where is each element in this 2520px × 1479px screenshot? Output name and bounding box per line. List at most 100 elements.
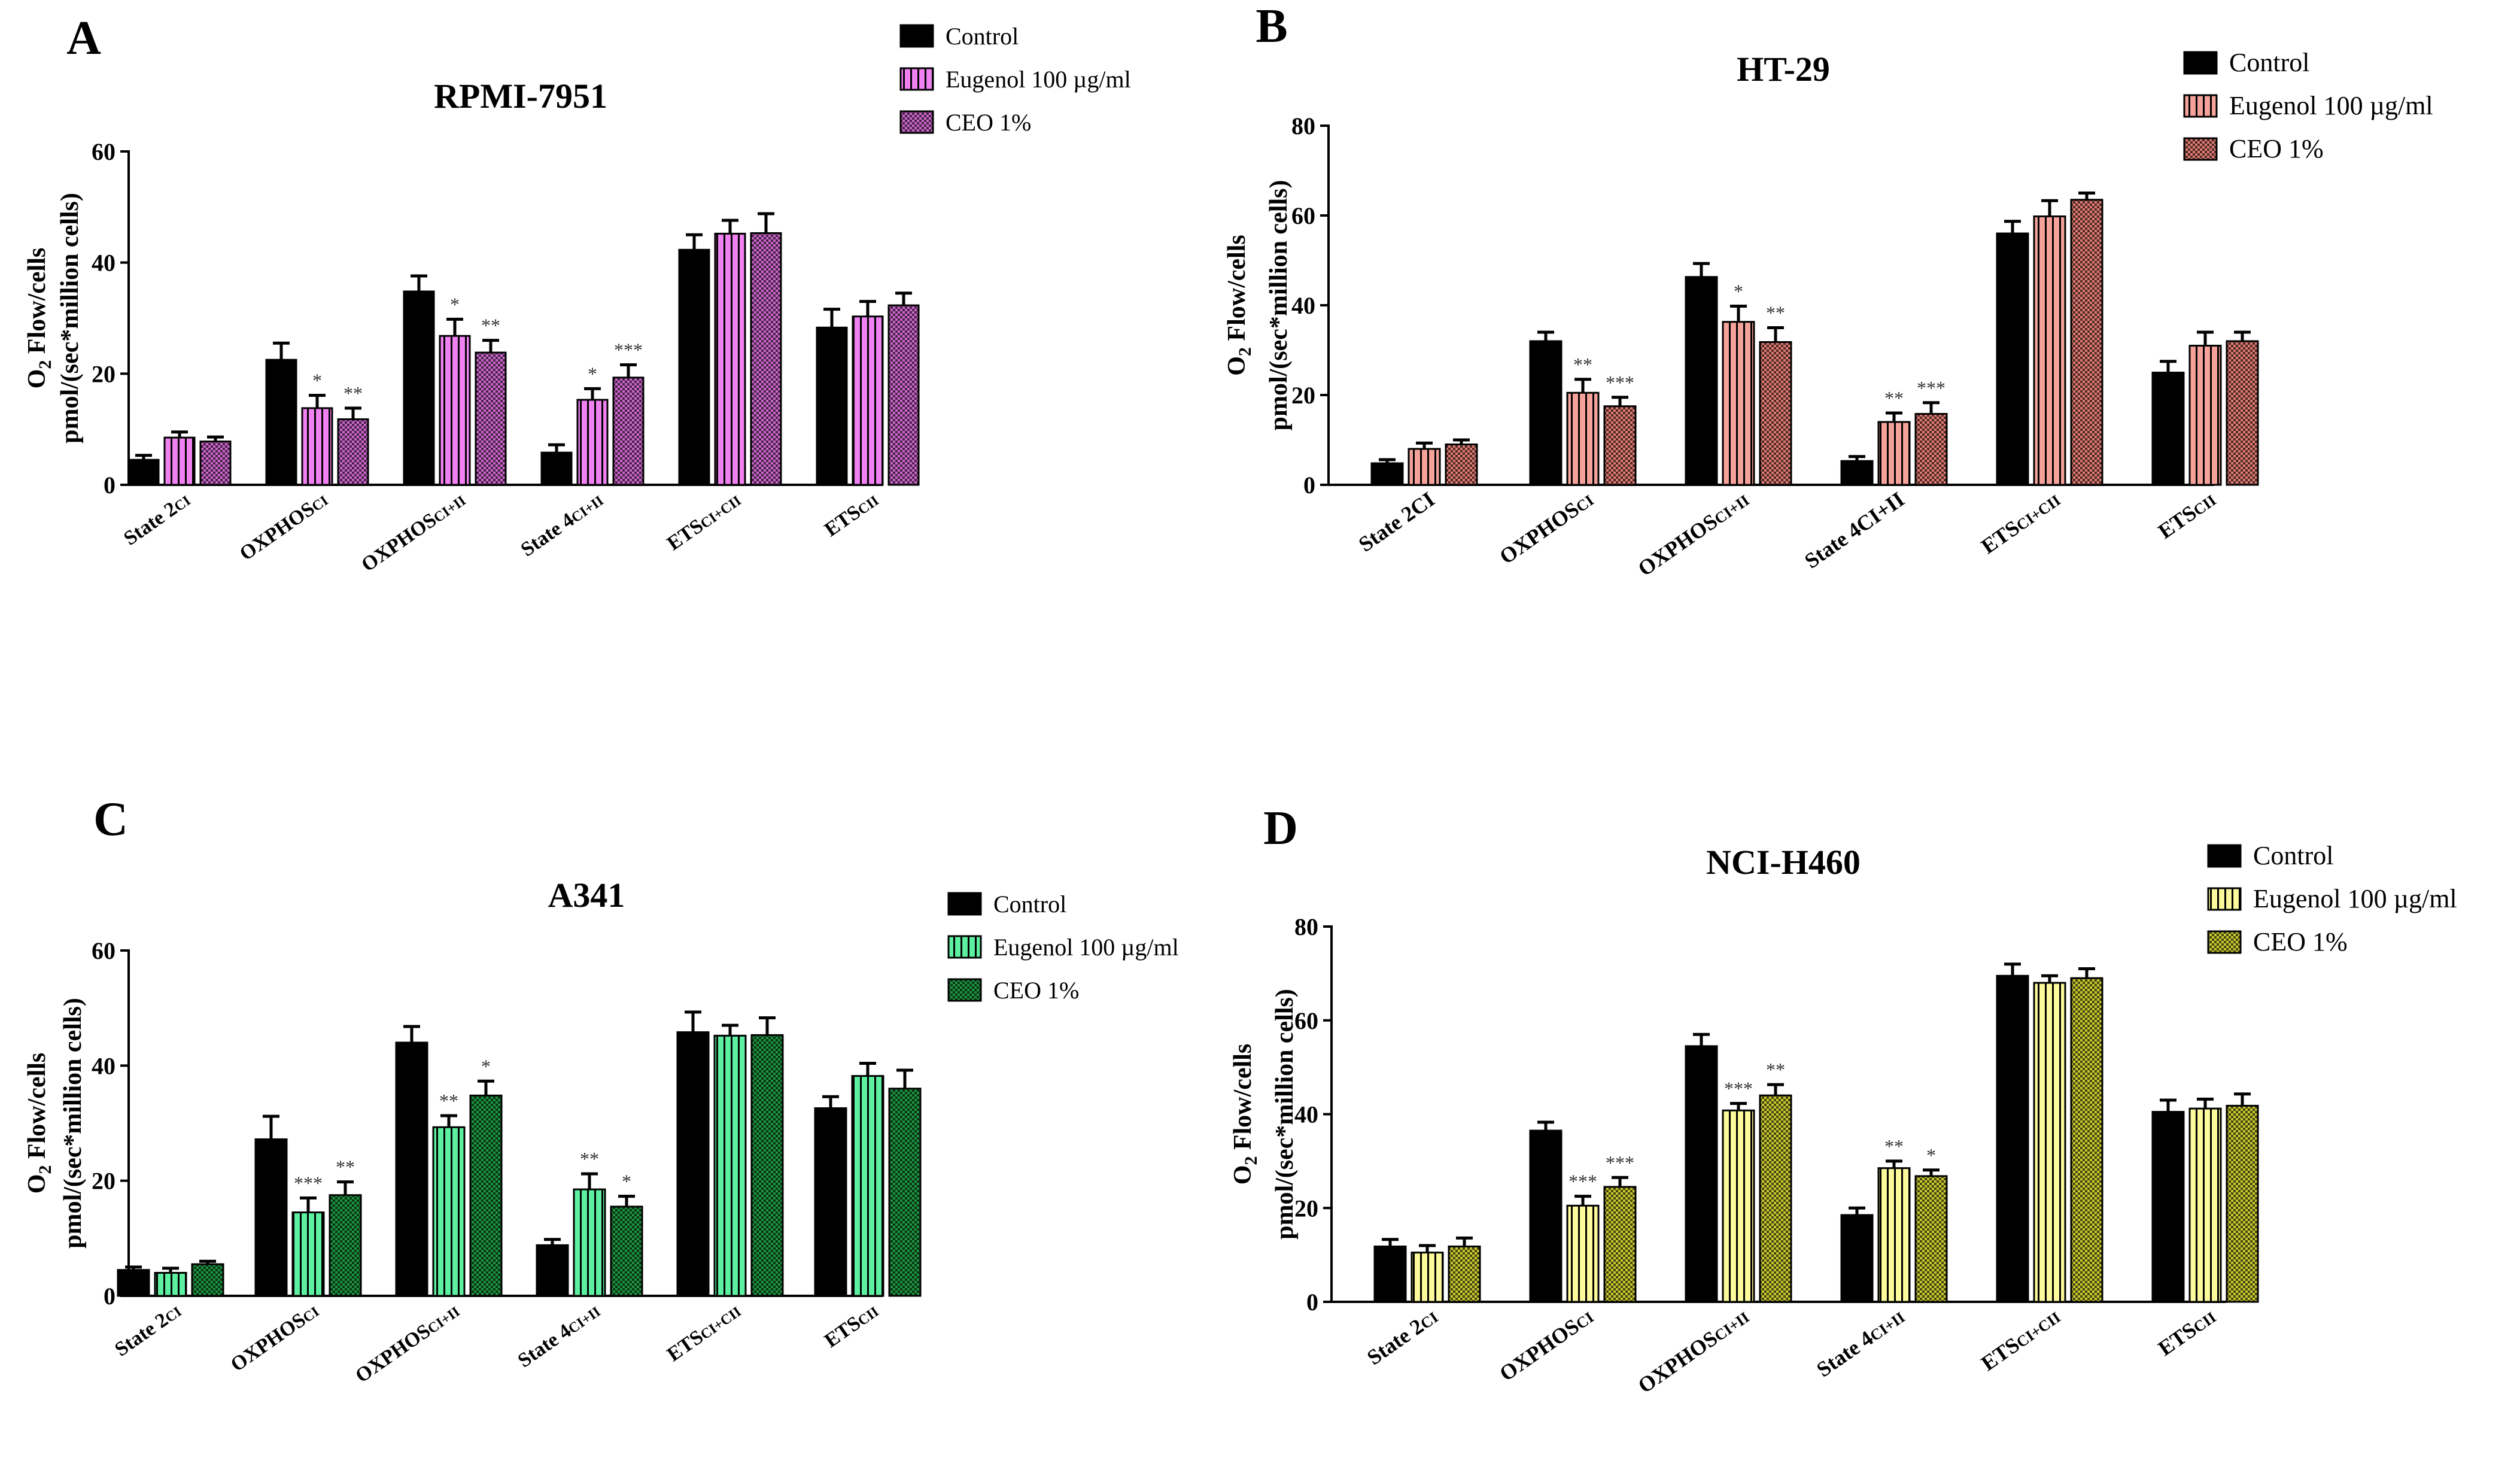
bar-ceo [469, 1094, 503, 1297]
x-tick-label-sub: CI+II [1867, 1308, 1908, 1344]
y-tick-label: 40 [1291, 292, 1315, 319]
bar-eugenol [2188, 1107, 2222, 1303]
bar-eugenol [154, 1272, 187, 1297]
bar-ceo [887, 304, 920, 486]
bar-control [1996, 232, 2029, 486]
panel-letter: A [66, 12, 101, 65]
x-tick-label: State 2CI [111, 1299, 185, 1360]
bar-eugenol [2033, 982, 2066, 1303]
significance-mark: ** [1884, 1135, 1904, 1157]
significance-mark: *** [1568, 1171, 1597, 1192]
y-tick-label: 20 [1291, 382, 1315, 409]
x-tick-label-main: State 4 [517, 509, 578, 561]
y-axis-label-o: O [23, 1174, 51, 1194]
legend-label: Eugenol 100 µg/ml [946, 66, 1131, 93]
bar-ceo [2070, 199, 2103, 486]
bar-eugenol [851, 1075, 884, 1297]
x-tick-label: ETSCII [820, 488, 882, 541]
y-axis-label-o: O [23, 369, 51, 389]
x-tick-label-main: OXPHOS [357, 509, 440, 576]
x-tick-label-main: State 2 [111, 1309, 172, 1361]
x-tick-label-main: OXPHOS [351, 1320, 434, 1387]
x-tick-label: OXPHOSCI+II [357, 488, 469, 576]
legend-label: Control [946, 23, 1019, 50]
x-tick-label-sub: CI+II [431, 493, 469, 526]
y-axis-label-rest: Flow/cells [1223, 235, 1251, 347]
panel-letter: D [1263, 802, 1298, 855]
x-tick-label: OXPHOSCI+II [351, 1299, 463, 1387]
legend-swatch [2183, 137, 2218, 161]
bar-ceo [750, 232, 782, 486]
x-tick-label-sub: CI+II [569, 493, 606, 526]
bar-eugenol [163, 436, 196, 486]
bar-control [1529, 340, 1563, 486]
panel-b: B HT-29 Control Eugenol 100 µg/ml CEO 1% 0 20 4… [1223, 0, 2433, 581]
x-tick-label: ETSCII [2154, 487, 2220, 543]
legend-label: Eugenol 100 µg/ml [2253, 884, 2457, 913]
panel-a: A RPMI-7951 Control Eugenol 100 µg/ml CEO 1%… [23, 12, 1131, 576]
x-tick-label: OXPHOSCI+II [1634, 487, 1753, 581]
significance-mark: *** [1917, 377, 1946, 399]
subplot-title: HT-29 [1737, 50, 1830, 89]
bar-ceo [1759, 341, 1792, 486]
bar-eugenol [291, 1211, 325, 1297]
y-axis-label-line1: O2 Flow/cells [23, 248, 55, 388]
bar-control [1685, 276, 1718, 486]
bar-ceo [1445, 444, 1478, 486]
legend-label: Control [2229, 48, 2309, 77]
legend-swatch [2207, 844, 2242, 868]
bar-ceo [191, 1263, 224, 1297]
y-axis-label-o: O [1223, 356, 1251, 376]
bar-control [2151, 372, 2185, 486]
legend-label: CEO 1% [946, 109, 1031, 136]
bar-control [1529, 1129, 1563, 1303]
bar-ceo [750, 1034, 784, 1297]
x-tick-label-main: OXPHOS [1495, 1314, 1583, 1386]
significance-mark: ** [1766, 302, 1785, 324]
x-tick-label-sub: CI+CII [2013, 491, 2063, 534]
bar-control [814, 1107, 847, 1297]
y-tick-label: 80 [1291, 113, 1315, 139]
significance-mark: ** [580, 1148, 599, 1170]
y-axis-label-line2: pmol/(sec*million cells) [56, 193, 84, 444]
legend: Control Eugenol 100 µg/ml CEO 1% [2183, 48, 2433, 163]
y-axis-label-sub: 2 [35, 1165, 55, 1174]
bar-control [127, 458, 160, 486]
bar-eugenol [301, 407, 333, 486]
y-axis-label-line2: pmol/(sec*million cells) [59, 998, 87, 1249]
y-tick-label: 20 [1294, 1195, 1318, 1222]
x-tick-label: State 4CI+II [514, 1299, 604, 1372]
x-tick-label-main: State 4 [514, 1320, 575, 1372]
bar-ceo [1914, 413, 1948, 486]
bar-control [816, 326, 848, 486]
bar-ceo [1759, 1094, 1792, 1303]
bar-eugenol [1877, 421, 1911, 486]
legend-label: Control [2253, 841, 2333, 870]
legend-label: Eugenol 100 µg/ml [993, 934, 1179, 961]
y-axis-label-sub: 2 [1235, 347, 1255, 356]
bar-eugenol [1722, 321, 1755, 486]
legend-swatch [2183, 51, 2218, 75]
bar-ceo [329, 1194, 362, 1297]
x-tick-label-main: State 2 [120, 498, 181, 550]
significance-mark: ** [481, 315, 500, 336]
bar-ceo [2226, 1104, 2259, 1303]
legend-swatch [899, 67, 934, 91]
y-tick-label: 20 [92, 1168, 115, 1195]
bar-control [265, 359, 297, 486]
x-tick-label-main: OXPHOS [1495, 497, 1583, 569]
bar-control [117, 1269, 150, 1297]
y-tick-label: 60 [1294, 1007, 1318, 1034]
bar-control [2151, 1111, 2185, 1303]
x-tick-label: OXPHOSCI [1495, 487, 1597, 569]
x-tick-label: OXPHOSCI [236, 488, 332, 565]
bar-eugenol [2188, 345, 2222, 486]
significance-mark: * [312, 370, 322, 391]
x-tick-label-sub: CI+II [1711, 491, 1752, 527]
x-tick-label: State 2CI [1354, 487, 1439, 557]
bar-control [1370, 462, 1404, 486]
y-tick-label: 40 [1294, 1101, 1318, 1128]
y-tick-label: 40 [92, 1052, 115, 1079]
x-tick-label-main: OXPHOS [1634, 1326, 1722, 1398]
y-tick-label: 0 [104, 1283, 115, 1310]
